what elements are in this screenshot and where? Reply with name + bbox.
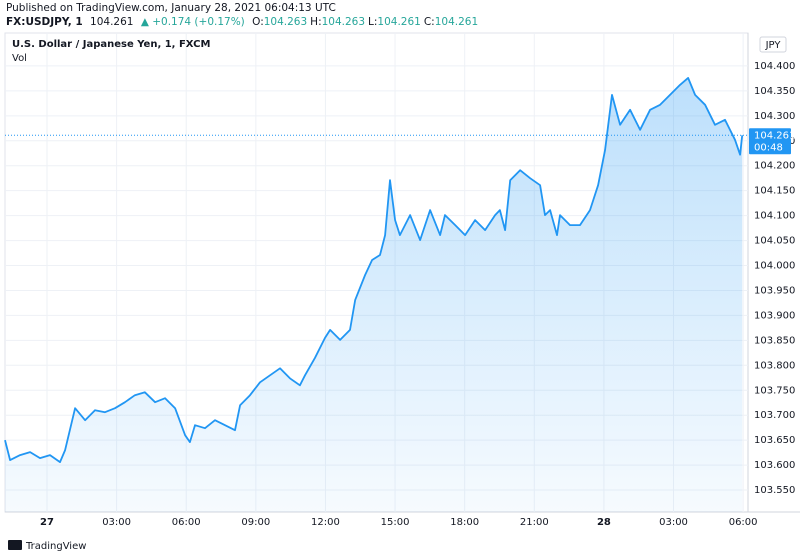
x-tick-label: 12:00 [311,517,340,528]
ohlc-label: O: [252,16,264,28]
y-tick-label: 103.900 [754,310,795,321]
y-tick-label: 103.800 [754,360,795,371]
axes: 103.550 103.600 103.650 103.700 103.750 103.8… [40,61,795,528]
ohlc-label: C: [424,16,435,28]
published-note: Published on TradingView.com, January 28… [6,2,336,14]
x-tick-label: 06:00 [729,517,758,528]
y-tick-label: 103.750 [754,385,795,396]
unit-box [759,36,787,53]
last-price: 104.261 [90,16,133,28]
volume-label: Vol [12,53,27,64]
y-tick-label: 104.350 [754,86,795,97]
ohlc-value: 104.263 [322,16,365,28]
x-tick-label: 28 [597,517,611,528]
change: ▲ +0.174 (+0.17%) [141,16,245,28]
x-tick-label: 21:00 [520,517,549,528]
y-tick-label: 103.600 [754,460,795,471]
y-tick-label: 104.150 [754,186,795,197]
ohlc-label: H: [310,16,321,28]
y-tick-label: 103.700 [754,410,795,421]
ohlc-value: 104.263 [264,16,307,28]
price-line [4,77,744,463]
y-tick-label: 103.650 [754,435,795,446]
area [5,77,743,513]
x-tick-label: 03:00 [102,517,131,528]
symbol-line: FX:USDJPY, 1 104.261 ▲ +0.174 (+0.17%) O… [6,16,478,28]
x-tick-label: 18:00 [450,517,479,528]
unit-label: JPY [765,40,782,51]
y-tick-label: 104.000 [754,261,795,272]
ohlc-label: L: [368,16,377,28]
ohlc-value: 104.261 [377,16,420,28]
x-tick-label: 09:00 [241,517,270,528]
y-tick-label: 104.400 [754,61,795,72]
x-tick-label: 27 [40,517,54,528]
price-tag: 104.261 [754,130,795,141]
brand-logo: TradingView [8,540,86,552]
chart-title: U.S. Dollar / Japanese Yen, 1, FXCM [12,39,210,50]
ohlc-value: 104.261 [435,16,478,28]
y-tick-label: 103.550 [754,485,795,496]
countdown: 00:48 [754,142,783,153]
x-tick-label: 03:00 [659,517,688,528]
y-tick-label: 103.950 [754,285,795,296]
y-tick-label: 104.300 [754,111,795,122]
plot [4,77,748,513]
x-tick-label: 06:00 [172,517,201,528]
symbol: FX:USDJPY, 1 [6,16,83,28]
price-tag-box [749,128,791,155]
brand: TradingView [25,541,86,552]
y-tick-label: 103.850 [754,335,795,346]
x-tick-label: 15:00 [381,517,410,528]
y-tick-label: 104.050 [754,236,795,247]
y-tick-label: 104.100 [754,211,795,222]
y-tick-label: 104.200 [754,161,795,172]
logo-icon [8,540,22,550]
